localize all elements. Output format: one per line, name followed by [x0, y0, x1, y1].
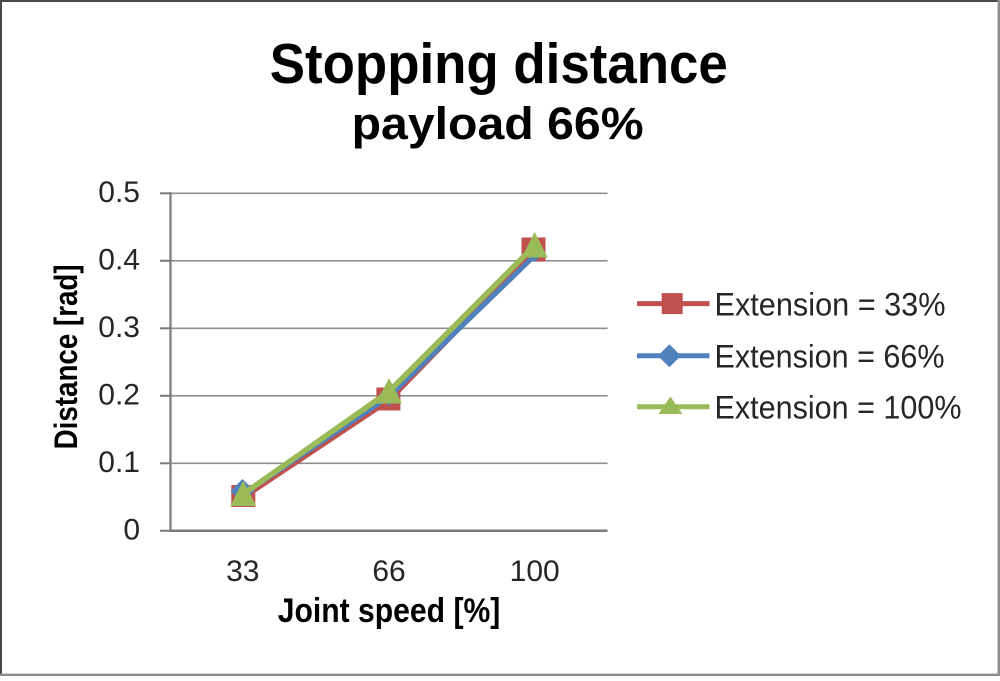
- svg-text:0.5: 0.5: [98, 176, 140, 209]
- svg-text:0.2: 0.2: [98, 378, 140, 411]
- svg-text:0.4: 0.4: [98, 243, 140, 276]
- svg-text:Distance [rad]: Distance [rad]: [48, 264, 84, 449]
- svg-text:Extension = 33%: Extension = 33%: [715, 286, 946, 322]
- svg-text:payload 66%: payload 66%: [352, 98, 644, 149]
- svg-text:Extension = 100%: Extension = 100%: [715, 390, 962, 426]
- svg-text:66: 66: [372, 555, 405, 588]
- svg-text:Stopping distance: Stopping distance: [270, 32, 728, 96]
- svg-text:100: 100: [510, 555, 560, 588]
- svg-text:Extension = 66%: Extension = 66%: [715, 339, 945, 375]
- svg-text:0: 0: [123, 513, 140, 546]
- svg-text:0.1: 0.1: [98, 446, 140, 479]
- svg-text:Joint speed [%]: Joint speed [%]: [278, 592, 501, 630]
- svg-text:0.3: 0.3: [98, 311, 140, 344]
- svg-text:33: 33: [226, 555, 259, 588]
